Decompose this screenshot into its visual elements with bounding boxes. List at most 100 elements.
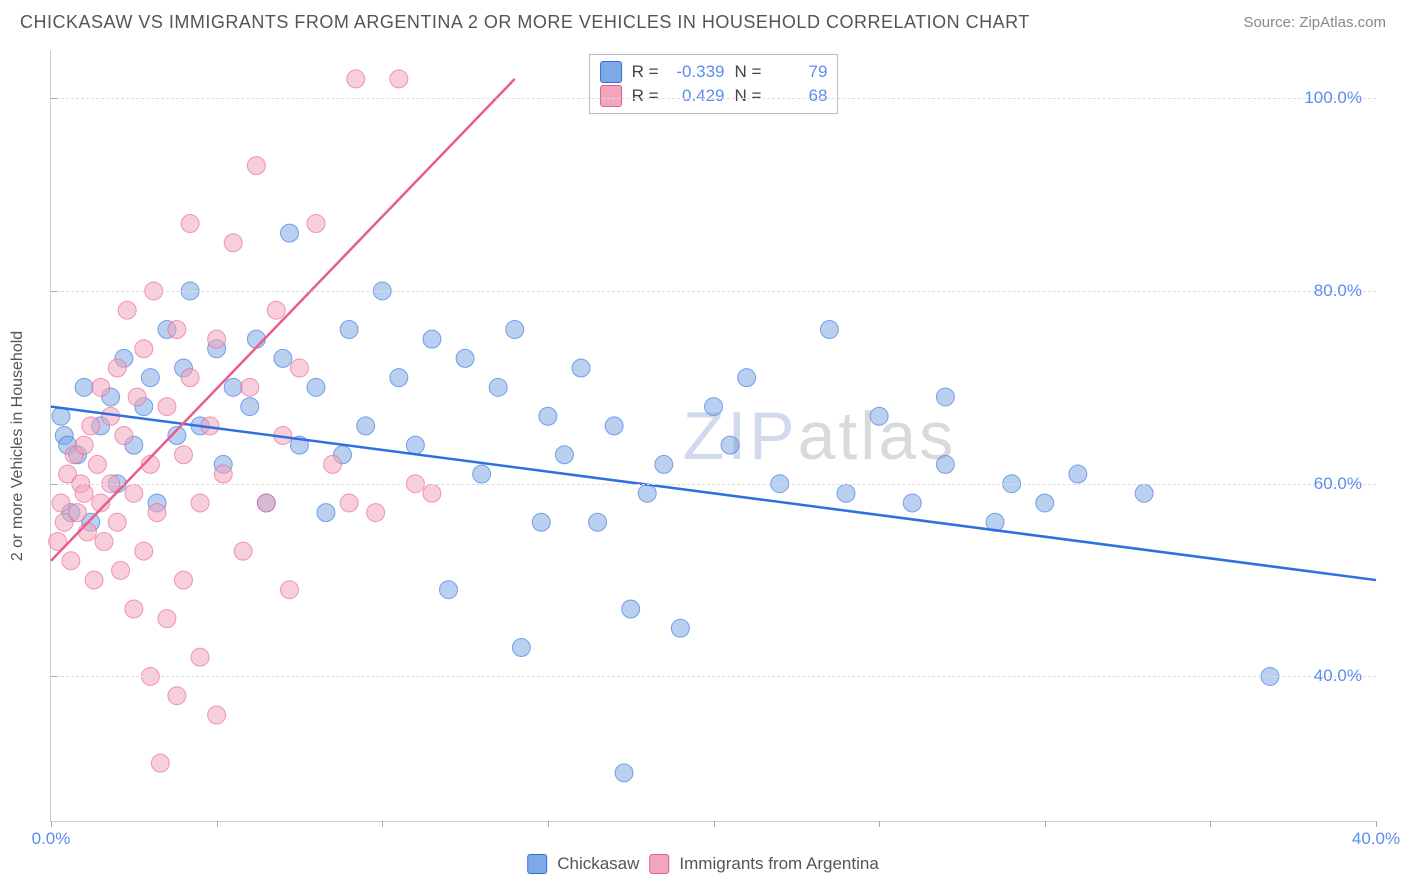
data-point bbox=[506, 320, 524, 338]
correlation-row-2: R = 0.429 N = 68 bbox=[600, 85, 828, 107]
data-point bbox=[168, 687, 186, 705]
chart-source: Source: ZipAtlas.com bbox=[1243, 14, 1386, 31]
n-label-2: N = bbox=[735, 86, 762, 106]
data-point bbox=[128, 388, 146, 406]
data-point bbox=[267, 301, 285, 319]
correlation-legend: R = -0.339 N = 79 R = 0.429 N = 68 bbox=[589, 54, 839, 114]
data-point bbox=[512, 639, 530, 657]
data-point bbox=[135, 340, 153, 358]
data-point bbox=[555, 446, 573, 464]
data-point bbox=[936, 455, 954, 473]
data-point bbox=[820, 320, 838, 338]
data-point bbox=[125, 600, 143, 618]
data-point bbox=[532, 513, 550, 531]
data-point bbox=[622, 600, 640, 618]
data-point bbox=[456, 349, 474, 367]
x-tick-label: 0.0% bbox=[32, 829, 71, 849]
data-point bbox=[85, 571, 103, 589]
legend-swatch-1 bbox=[600, 61, 622, 83]
data-point bbox=[1069, 465, 1087, 483]
data-point bbox=[638, 484, 656, 502]
data-point bbox=[151, 754, 169, 772]
data-point bbox=[340, 494, 358, 512]
data-point bbox=[307, 214, 325, 232]
data-point bbox=[274, 349, 292, 367]
data-point bbox=[357, 417, 375, 435]
trend-line bbox=[51, 79, 515, 561]
data-point bbox=[191, 494, 209, 512]
data-point bbox=[224, 234, 242, 252]
chart-header: CHICKASAW VS IMMIGRANTS FROM ARGENTINA 2… bbox=[0, 0, 1406, 41]
data-point bbox=[234, 542, 252, 560]
data-point bbox=[1135, 484, 1153, 502]
legend-swatch-2 bbox=[600, 85, 622, 107]
data-point bbox=[112, 561, 130, 579]
data-point bbox=[141, 369, 159, 387]
data-point bbox=[92, 378, 110, 396]
data-point bbox=[290, 359, 308, 377]
y-tick-label: 100.0% bbox=[1304, 88, 1362, 108]
data-point bbox=[406, 436, 424, 454]
data-point bbox=[423, 330, 441, 348]
data-point bbox=[75, 484, 93, 502]
data-point bbox=[489, 378, 507, 396]
data-point bbox=[605, 417, 623, 435]
data-point bbox=[247, 157, 265, 175]
data-point bbox=[181, 369, 199, 387]
data-point bbox=[1036, 494, 1054, 512]
data-point bbox=[78, 523, 96, 541]
data-point bbox=[125, 484, 143, 502]
data-point bbox=[108, 359, 126, 377]
data-point bbox=[721, 436, 739, 454]
data-point bbox=[82, 417, 100, 435]
data-point bbox=[191, 648, 209, 666]
data-point bbox=[671, 619, 689, 637]
chart-title: CHICKASAW VS IMMIGRANTS FROM ARGENTINA 2… bbox=[20, 12, 1030, 33]
data-point bbox=[62, 552, 80, 570]
legend-bottom-swatch-2 bbox=[649, 854, 669, 874]
data-point bbox=[158, 398, 176, 416]
data-point bbox=[69, 504, 87, 522]
data-point bbox=[75, 436, 93, 454]
y-tick-label: 60.0% bbox=[1314, 474, 1362, 494]
n-value-2: 68 bbox=[771, 86, 827, 106]
scatter-svg bbox=[51, 50, 1376, 821]
data-point bbox=[367, 504, 385, 522]
series-legend: Chickasaw Immigrants from Argentina bbox=[527, 854, 879, 874]
y-tick-label: 40.0% bbox=[1314, 666, 1362, 686]
data-point bbox=[214, 465, 232, 483]
r-value-1: -0.339 bbox=[669, 62, 725, 82]
data-point bbox=[75, 378, 93, 396]
data-point bbox=[168, 320, 186, 338]
data-point bbox=[281, 581, 299, 599]
data-point bbox=[423, 484, 441, 502]
r-value-2: 0.429 bbox=[669, 86, 725, 106]
data-point bbox=[241, 378, 259, 396]
data-point bbox=[572, 359, 590, 377]
legend-bottom-label-1: Chickasaw bbox=[557, 854, 639, 874]
data-point bbox=[208, 330, 226, 348]
data-point bbox=[181, 214, 199, 232]
data-point bbox=[324, 455, 342, 473]
data-point bbox=[705, 398, 723, 416]
correlation-row-1: R = -0.339 N = 79 bbox=[600, 61, 828, 83]
data-point bbox=[340, 320, 358, 338]
data-point bbox=[615, 764, 633, 782]
data-point bbox=[257, 494, 275, 512]
data-point bbox=[158, 610, 176, 628]
data-point bbox=[738, 369, 756, 387]
data-point bbox=[108, 513, 126, 531]
data-point bbox=[148, 504, 166, 522]
data-point bbox=[655, 455, 673, 473]
r-label-1: R = bbox=[632, 62, 659, 82]
data-point bbox=[307, 378, 325, 396]
legend-bottom-label-2: Immigrants from Argentina bbox=[679, 854, 878, 874]
data-point bbox=[115, 427, 133, 445]
r-label-2: R = bbox=[632, 86, 659, 106]
data-point bbox=[95, 533, 113, 551]
y-tick-label: 80.0% bbox=[1314, 281, 1362, 301]
data-point bbox=[317, 504, 335, 522]
data-point bbox=[175, 446, 193, 464]
legend-bottom-swatch-1 bbox=[527, 854, 547, 874]
y-axis-label: 2 or more Vehicles in Household bbox=[9, 331, 27, 561]
